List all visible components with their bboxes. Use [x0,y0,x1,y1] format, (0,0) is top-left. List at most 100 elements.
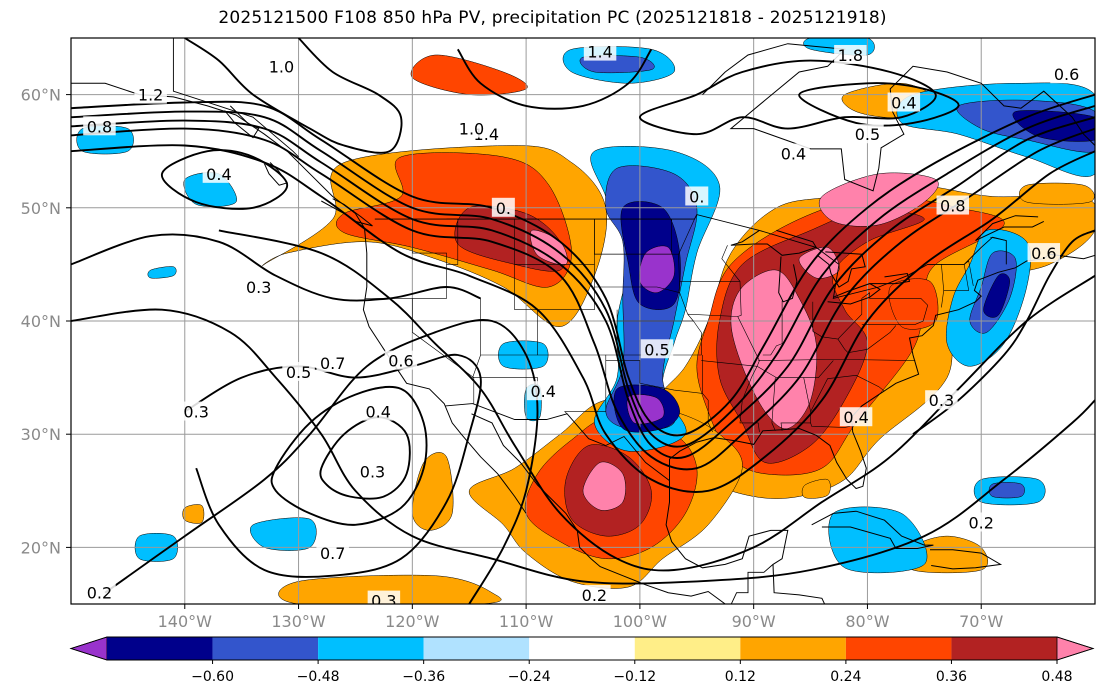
colorbar-swatch-5 [529,637,635,660]
contour-label-bg [887,92,921,112]
contour-label-bg [583,41,617,61]
map-title: 2025121500 F108 850 hPa PV, precipitatio… [218,8,887,28]
colorbar-label-4: −0.12 [613,669,656,685]
contour-label-bg [491,197,515,217]
state-border-5 [480,298,538,356]
lat-tick-label: 20°N [21,538,61,557]
lon-tick-label: 80°W [845,612,889,631]
pv-contour-16 [161,149,289,210]
colorbar-swatch-9 [951,637,1057,660]
coastline-1 [471,413,727,604]
state-border-20 [771,377,776,431]
state-border-10 [594,219,672,255]
precip-region-45 [828,506,928,574]
country-border-1 [374,214,1007,300]
contour-label-bg [1050,64,1083,84]
contour-label-26: 0.6 [1031,244,1056,263]
contour-label-bg [242,277,275,297]
contour-label-31: 0. [689,187,704,206]
lon-tick-label: 140°W [158,612,213,631]
colorbar-swatch-7 [740,637,846,660]
contour-label-17: 0.7 [320,544,345,563]
colorbar: −0.60 −0.48 −0.36 −0.24 −0.12 0.12 0.24 0.36 0.4… [69,636,1095,685]
state-border-4 [412,298,475,404]
lon-tick-label: 130°W [271,612,326,631]
state-border-17 [687,245,742,317]
coastline-10 [817,251,866,288]
lat-tick-label: 30°N [21,425,61,444]
contour-label-12: 0.5 [286,363,311,382]
contour-label-27: 0.2 [968,513,993,532]
colorbar-swatch-4 [423,637,530,660]
contour-label-bg [83,116,116,136]
axis-label-layer: 20°N 30°N 40°N 50°N 60°N 140°W 130°W 120°W 110°W… [21,86,1004,631]
contour-label-bg [316,543,349,563]
colorbar-swatch-2 [212,637,319,660]
state-border-14 [702,393,713,433]
lon-tick-label: 70°W [959,612,1003,631]
contour-label-bg [367,590,401,604]
contour-label-6: 0.8 [87,117,112,136]
colorbar-outline [69,636,1095,661]
precip-region-28 [626,394,665,425]
contour-label-11: 0.3 [183,403,208,422]
contour-label-bg [361,401,395,421]
state-border-7 [537,354,607,415]
state-border-13 [605,355,703,394]
precip-region-4 [410,54,528,96]
contour-label-bg [578,584,611,604]
coastline-layer [71,43,1095,604]
contour-label-2: 1.4 [587,43,612,62]
contour-label-7: 1.2 [138,86,163,105]
contour-label-25: 0.8 [940,197,965,216]
state-border-22 [810,422,851,428]
colorbar-label-7: 0.36 [936,669,967,685]
contour-label-bg [316,352,349,372]
precip-region-10 [798,246,840,279]
contour-label-bg [134,84,167,104]
country-border-2 [445,403,670,481]
contour-label-bg [964,512,998,532]
pv-contour-4 [71,144,1095,493]
state-border-layer [364,218,1007,433]
precip-region-40 [147,266,177,279]
precip-region-47 [988,482,1025,499]
pv-contour-10 [104,319,539,604]
pv-contour-17 [912,229,1095,435]
contour-label-bg [834,44,867,64]
contour-label-bg [356,461,389,481]
coastline-15 [224,105,260,139]
precip-region-15 [582,461,626,511]
state-border-24 [762,300,783,356]
coastline-3 [669,253,1095,490]
contour-label-bg [851,124,884,144]
contour-label-bg [202,163,236,183]
coastline-2 [665,480,826,604]
lat-tick-label: 50°N [21,199,61,218]
state-border-16 [678,218,695,255]
contour-label-28: 0.4 [781,144,806,163]
contour-label-bg [839,407,873,427]
colorbar-swatch-6 [634,637,741,660]
pv-contour-6 [71,308,1095,585]
contour-label-1: 1.0 [459,120,484,139]
colorbar-label-6: 0.24 [830,669,861,685]
coastline-11 [827,283,881,305]
contour-label-bg [384,350,418,370]
lon-tick-label: 90°W [732,612,776,631]
lon-tick-label: 110°W [499,612,554,631]
contour-label-29: 0.5 [855,125,880,144]
contour-label-bg [455,118,488,138]
lon-tick-label: 120°W [385,612,440,631]
contour-label-15: 0.4 [365,403,390,422]
contour-label-10: 0.3 [246,278,271,297]
pv-contour-3 [71,127,1095,471]
pv-contour-8 [319,416,411,500]
contour-label-16: 0.3 [360,463,385,482]
contour-label-layer: 1.41.01.41.80.60.40.81.21.00.40.30.30.50… [83,41,1083,604]
contour-label-21: 0.4 [530,382,555,401]
coastline-0 [71,82,527,514]
colorbar-extend-high [1056,636,1095,661]
contour-label-24: 0.3 [929,391,954,410]
